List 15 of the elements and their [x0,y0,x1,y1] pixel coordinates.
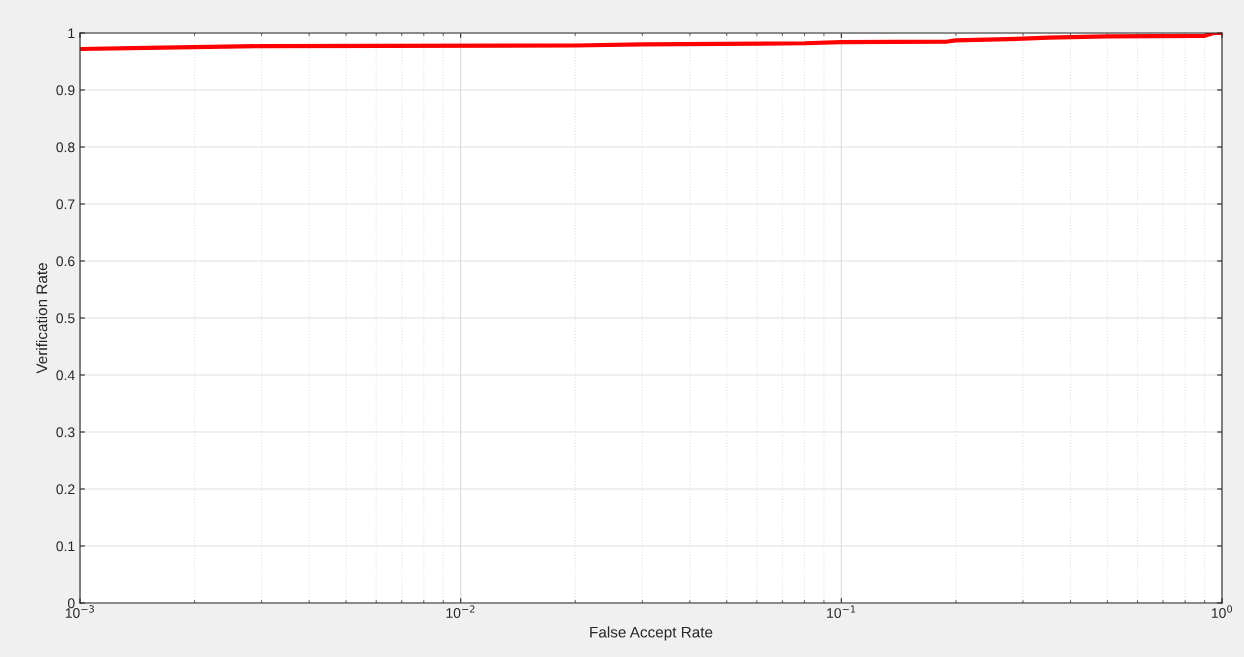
y-tick-label: 0.5 [56,313,75,324]
y-tick-label: 0.3 [56,427,75,438]
y-tick-label: 0.1 [56,541,75,552]
y-tick-label: 0.9 [56,85,75,96]
x-tick-label: 10$^{−1}$ [827,605,856,618]
x-tick-label: 10$^{0}$ [1211,605,1233,618]
y-tick-label: 0.4 [56,370,75,381]
y-axis-title: Verification Rate [36,263,48,374]
y-tick-label: 0.8 [56,142,75,153]
x-axis-title: False Accept Rate [590,626,713,641]
y-tick-label: 0.2 [56,484,75,495]
x-tick-label: 10$^{−2}$ [446,605,475,618]
y-tick-label: 1 [68,28,75,39]
y-tick-label: 0.7 [56,199,75,210]
y-tick-label: 0.6 [56,256,75,267]
